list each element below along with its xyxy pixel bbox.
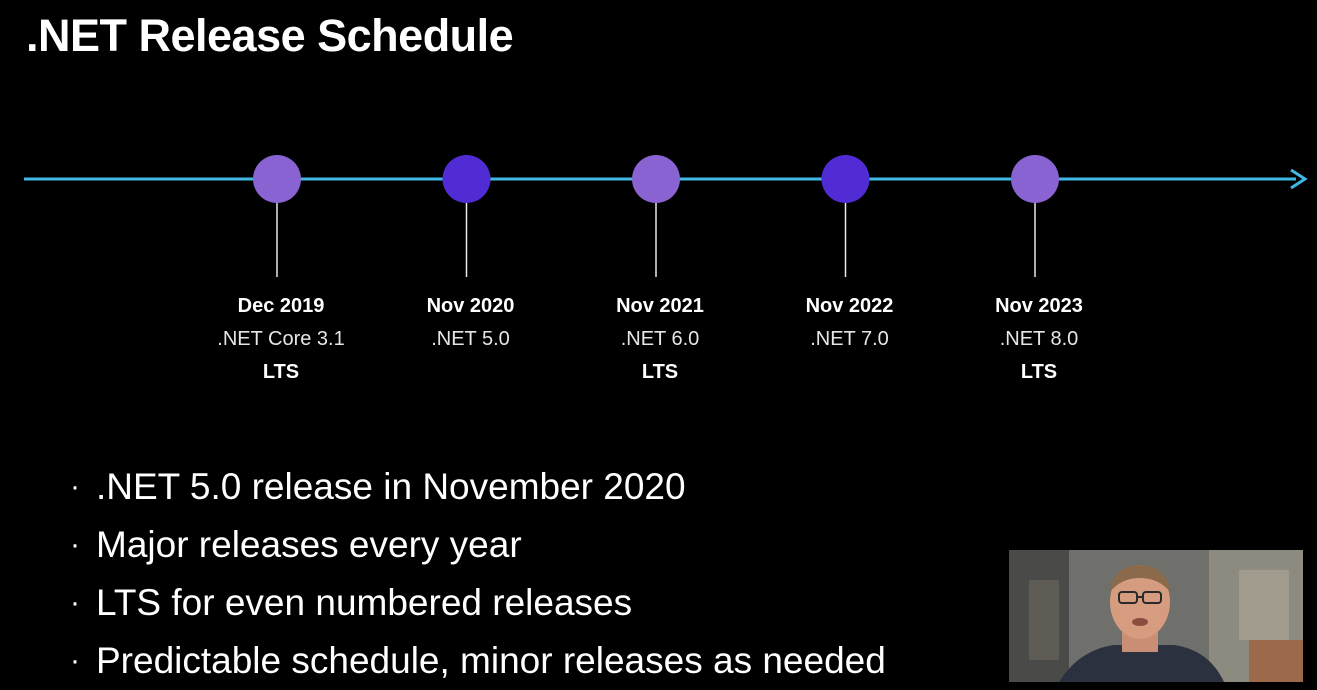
- bullet-item: · LTS for even numbered releases: [70, 574, 886, 632]
- milestone-date: Nov 2022: [805, 295, 894, 317]
- bullet-item: · Predictable schedule, minor releases as…: [70, 632, 886, 690]
- milestone-label: Nov 2023 .NET 8.0 LTS: [959, 290, 1119, 389]
- bullet-list: · .NET 5.0 release in November 2020 · Majo…: [70, 458, 886, 690]
- milestone-lts-tag: [770, 356, 930, 389]
- bullet-dot: ·: [70, 586, 80, 619]
- bullet-text: .NET 5.0 release in November 2020: [96, 466, 686, 507]
- milestone-date: Dec 2019: [237, 295, 325, 317]
- milestone-version: .NET Core 3.1: [217, 328, 345, 350]
- milestone-version: .NET 6.0: [620, 328, 700, 350]
- bullet-dot: ·: [70, 528, 80, 561]
- presenter-video[interactable]: [1009, 550, 1303, 682]
- milestone-date: Nov 2023: [995, 295, 1083, 317]
- bullet-dot: ·: [70, 470, 80, 503]
- presenter-video-icon: [1009, 550, 1303, 682]
- milestone-marker: [632, 155, 680, 203]
- milestone-version: .NET 8.0: [999, 328, 1079, 350]
- milestone-date: Nov 2020: [426, 295, 515, 317]
- milestone-label: Nov 2022 .NET 7.0: [770, 290, 930, 389]
- bullet-dot: ·: [70, 644, 80, 677]
- milestone-label: Dec 2019 .NET Core 3.1 LTS: [201, 290, 361, 389]
- milestone-marker: [442, 155, 491, 203]
- bullet-text: Predictable schedule, minor releases as …: [96, 640, 886, 681]
- milestone-label: Nov 2021 .NET 6.0 LTS: [580, 290, 740, 389]
- milestone-marker: [253, 155, 301, 203]
- bullet-item: · Major releases every year: [70, 516, 886, 574]
- milestone-lts-tag: [391, 356, 551, 389]
- milestone-lts-tag: LTS: [641, 361, 679, 383]
- timeline-arrowhead: [1290, 168, 1308, 190]
- milestone-marker: [821, 155, 870, 203]
- bullet-text: LTS for even numbered releases: [96, 582, 633, 623]
- milestone-marker: [1011, 155, 1059, 203]
- bullet-item: · .NET 5.0 release in November 2020: [70, 458, 886, 516]
- milestone-lts-tag: LTS: [1020, 361, 1058, 383]
- bullet-text: Major releases every year: [96, 524, 522, 565]
- milestone-lts-tag: LTS: [262, 361, 300, 383]
- slide-title: .NET Release Schedule: [26, 10, 514, 61]
- milestone-version: .NET 7.0: [810, 328, 889, 350]
- milestone-label: Nov 2020 .NET 5.0: [391, 290, 551, 389]
- milestone-date: Nov 2021: [616, 295, 704, 317]
- milestone-version: .NET 5.0: [431, 328, 510, 350]
